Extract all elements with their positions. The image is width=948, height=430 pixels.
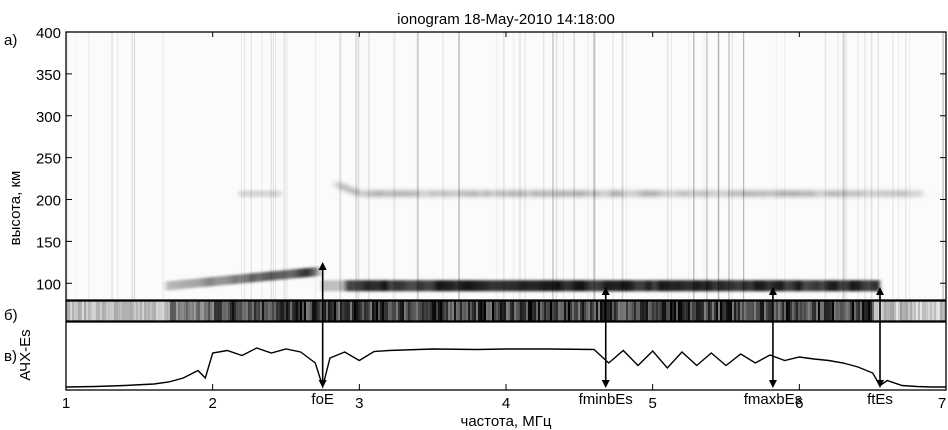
x-tick-label: 6 bbox=[795, 395, 803, 412]
y-tick-label: 250 bbox=[36, 151, 61, 168]
x-axis-label: частота, МГц bbox=[461, 413, 552, 430]
chart-title: ionogram 18-May-2010 14:18:00 bbox=[397, 11, 615, 28]
bottom-panel-ylabel: АЧХ-Es bbox=[17, 329, 34, 380]
marker-fminbes: fminbEs bbox=[579, 287, 633, 408]
marker-label: ftEs bbox=[867, 391, 893, 408]
trace-es bbox=[165, 266, 880, 292]
trace-e-weak bbox=[239, 191, 281, 197]
amplitude-strip-frame bbox=[65, 300, 947, 322]
x-tick-label: 1 bbox=[62, 395, 70, 412]
marker-label: foE bbox=[311, 391, 334, 408]
amplitude-strip bbox=[66, 301, 946, 321]
x-tick-label: 2 bbox=[208, 395, 216, 412]
panel-label-a: а) bbox=[4, 32, 17, 49]
response-curve bbox=[65, 347, 946, 390]
panel-label-c: в) bbox=[4, 348, 17, 365]
y-axis-label: высота, км bbox=[7, 171, 24, 246]
marker-ftes: ftEs bbox=[867, 287, 893, 408]
y-tick-label: 350 bbox=[36, 67, 61, 84]
y-tick-label: 100 bbox=[36, 276, 61, 293]
y-tick-label: 200 bbox=[36, 193, 61, 210]
y-tick-label: 300 bbox=[36, 109, 61, 126]
x-tick-label: 5 bbox=[648, 395, 656, 412]
y-tick-label: 150 bbox=[36, 234, 61, 251]
y-tick-label: 400 bbox=[36, 25, 61, 42]
marker-fmaxbes: fmaxbEs bbox=[744, 287, 802, 408]
x-tick-label: 4 bbox=[502, 395, 510, 412]
marker-label: fminbEs bbox=[579, 391, 633, 408]
response-panel-frame bbox=[65, 321, 947, 391]
ionogram-panel bbox=[66, 32, 946, 300]
marker-label: fmaxbEs bbox=[744, 391, 802, 408]
panel-label-b: б) bbox=[4, 307, 18, 324]
marker-foe: foE bbox=[311, 262, 334, 408]
x-tick-label: 3 bbox=[355, 395, 363, 412]
x-tick-label: 7 bbox=[938, 395, 946, 412]
trace-f bbox=[334, 181, 923, 197]
